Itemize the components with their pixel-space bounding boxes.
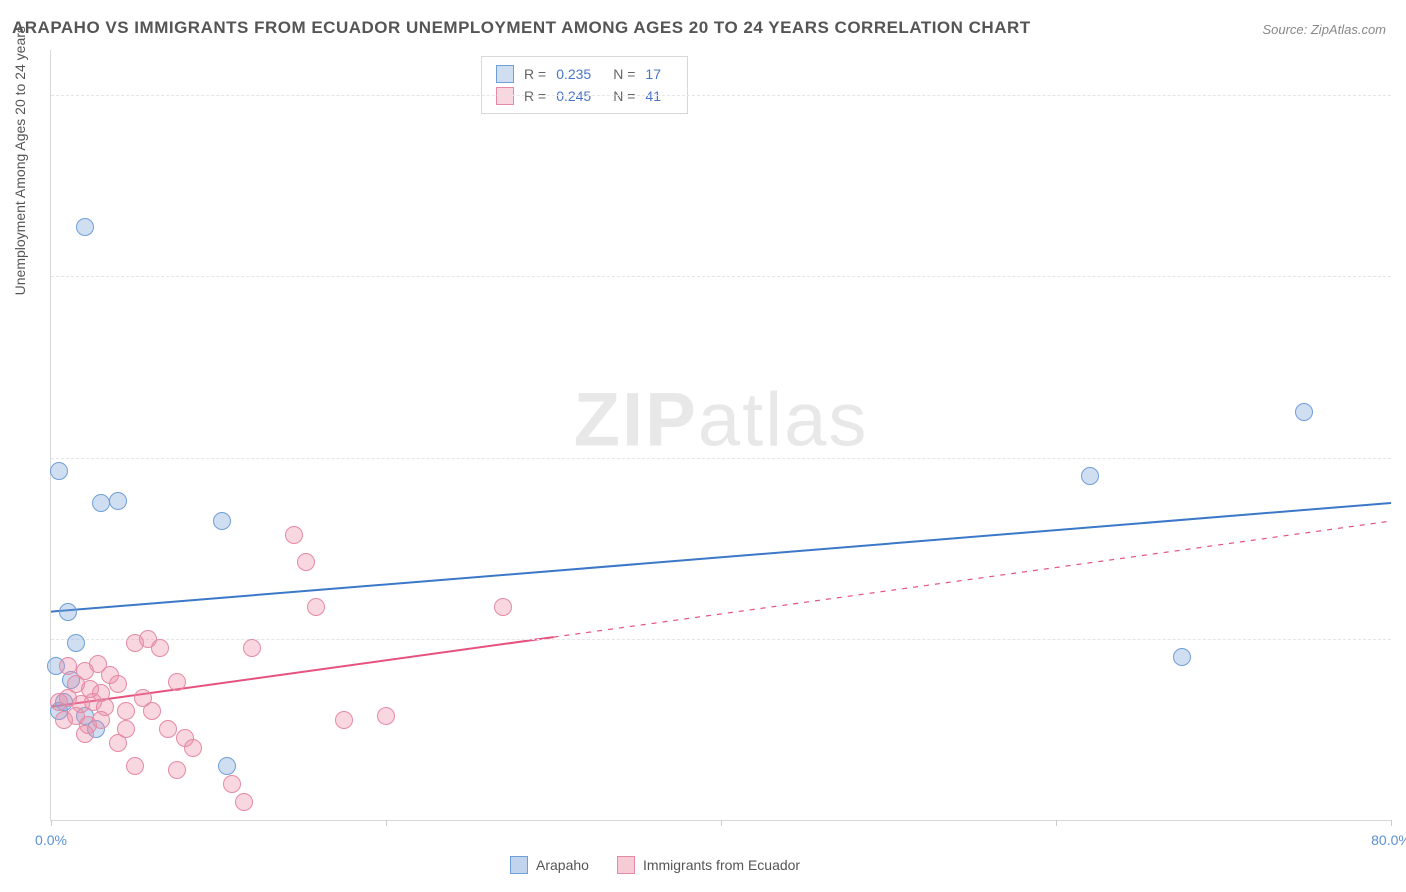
legend-label: Immigrants from Ecuador [643,857,800,873]
trend-lines-layer [51,50,1391,820]
gridline [51,95,1391,96]
y-axis-title: Unemployment Among Ages 20 to 24 years [12,26,28,295]
data-point [59,603,77,621]
chart-title: ARAPAHO VS IMMIGRANTS FROM ECUADOR UNEMP… [12,18,1031,38]
data-point [297,553,315,571]
legend-swatch [617,856,635,874]
data-point [143,702,161,720]
data-point [168,673,186,691]
data-point [1295,403,1313,421]
data-point [109,734,127,752]
data-point [92,711,110,729]
data-point [159,720,177,738]
series-swatch-arapaho [496,65,514,83]
data-point [109,492,127,510]
x-tick-label: 80.0% [1371,832,1406,848]
data-point [126,757,144,775]
data-point [1173,648,1191,666]
y-tick-label: 40.0% [1396,450,1406,466]
data-point [223,775,241,793]
data-point [307,598,325,616]
trend-line [51,503,1391,612]
legend-item-ecuador: Immigrants from Ecuador [617,856,800,874]
source-attribution: Source: ZipAtlas.com [1262,22,1386,37]
trend-line-projected [554,521,1392,637]
legend-item-arapaho: Arapaho [510,856,589,874]
data-point [335,711,353,729]
x-tick [1056,820,1057,826]
data-point [184,739,202,757]
x-tick [721,820,722,826]
correlation-stats-box: R = 0.235 N = 17 R = 0.245 N = 41 [481,56,688,114]
gridline [51,458,1391,459]
data-point [76,218,94,236]
data-point [59,657,77,675]
data-point [76,725,94,743]
data-point [117,702,135,720]
x-tick [1391,820,1392,826]
stat-label: N = [613,63,635,85]
data-point [67,634,85,652]
data-point [50,462,68,480]
data-point [168,761,186,779]
stats-row: R = 0.235 N = 17 [496,63,673,85]
legend: Arapaho Immigrants from Ecuador [510,856,800,874]
data-point [285,526,303,544]
stat-n-value: 17 [645,63,661,85]
data-point [235,793,253,811]
data-point [92,494,110,512]
stat-label: R = [524,63,546,85]
y-tick-label: 20.0% [1396,631,1406,647]
data-point [243,639,261,657]
data-point [494,598,512,616]
data-point [151,639,169,657]
gridline [51,276,1391,277]
data-point [213,512,231,530]
x-tick [386,820,387,826]
data-point [109,675,127,693]
x-tick [51,820,52,826]
data-point [218,757,236,775]
y-tick-label: 80.0% [1396,87,1406,103]
y-tick-label: 60.0% [1396,268,1406,284]
data-point [1081,467,1099,485]
data-point [377,707,395,725]
stat-r-value: 0.235 [556,63,591,85]
legend-label: Arapaho [536,857,589,873]
x-tick-label: 0.0% [35,832,67,848]
scatter-plot-area: ZIPatlas R = 0.235 N = 17 R = 0.245 N = … [50,50,1391,821]
legend-swatch [510,856,528,874]
